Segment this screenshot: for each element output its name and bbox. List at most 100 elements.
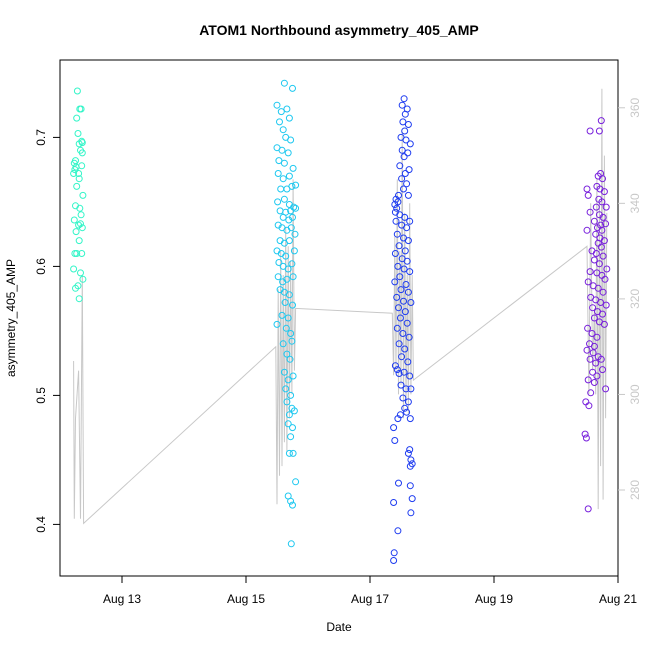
data-point [404, 149, 412, 157]
data-point [590, 217, 598, 225]
data-point [278, 146, 286, 154]
data-point [395, 242, 403, 250]
data-point [402, 385, 410, 393]
data-point [599, 252, 607, 260]
data-point [397, 286, 405, 294]
x-tick-label: Aug 21 [599, 592, 637, 606]
data-point [282, 324, 290, 332]
points-layer [70, 79, 611, 564]
data-point [404, 121, 412, 128]
data-point [72, 228, 80, 236]
data-point [292, 478, 300, 486]
data-point [274, 273, 282, 281]
data-point [584, 376, 592, 384]
data-point [597, 299, 605, 306]
data-point [289, 213, 296, 221]
y2-tick-label: 320 [628, 289, 642, 309]
data-point [287, 391, 295, 399]
data-point [405, 166, 413, 174]
data-point [275, 259, 283, 266]
data-point [75, 237, 83, 245]
data-point [594, 284, 602, 292]
data-point [404, 449, 412, 457]
data-point [394, 415, 402, 423]
data-point [399, 330, 407, 337]
data-point [406, 462, 414, 470]
data-point [280, 159, 288, 167]
data-point [73, 87, 81, 95]
data-point [406, 372, 414, 380]
data-point [400, 368, 408, 376]
data-point [401, 308, 409, 316]
data-point [403, 257, 411, 265]
data-point [289, 372, 297, 380]
data-point [289, 164, 297, 172]
data-point [599, 288, 607, 296]
data-point [277, 108, 285, 116]
data-point [287, 433, 295, 441]
data-point [392, 217, 400, 225]
data-point [77, 269, 84, 277]
data-point [397, 381, 405, 389]
data-point [401, 404, 409, 412]
data-point [400, 265, 408, 273]
data-point [75, 295, 83, 303]
data-point [405, 333, 413, 341]
data-point [79, 275, 87, 283]
data-point [285, 237, 293, 245]
series-4 [581, 117, 611, 513]
data-point [404, 358, 412, 366]
data-point [584, 278, 592, 286]
data-point [289, 424, 296, 432]
data-point [75, 140, 83, 148]
data-point [582, 398, 590, 406]
data-point [281, 299, 289, 306]
x-tick-label: Aug 19 [475, 592, 513, 606]
data-point [391, 250, 399, 257]
data-point [77, 211, 85, 219]
data-point [286, 355, 294, 363]
data-point [282, 252, 290, 260]
data-point [78, 224, 86, 232]
data-point [394, 527, 402, 535]
data-point [595, 127, 603, 135]
data-point [599, 366, 606, 374]
data-point [406, 482, 414, 490]
data-point [590, 314, 598, 322]
data-point [395, 479, 402, 487]
data-point [287, 330, 295, 337]
series-3 [390, 95, 416, 564]
data-point [402, 136, 410, 144]
data-point [292, 181, 300, 189]
data-point [406, 268, 414, 276]
data-point [407, 385, 415, 393]
data-point [590, 379, 598, 386]
secondary-line-layer [73, 88, 608, 525]
data-point [391, 201, 399, 208]
data-point [406, 140, 414, 148]
data-point [72, 284, 79, 292]
data-point [395, 340, 403, 348]
data-point [285, 172, 293, 180]
data-point [273, 101, 281, 109]
data-point [597, 243, 605, 251]
x-axis: Aug 13 Aug 15 Aug 17 Aug 19 Aug 21 [103, 575, 637, 606]
data-point [407, 509, 415, 517]
data-point [279, 213, 287, 221]
data-point [601, 275, 609, 283]
data-point [592, 359, 600, 367]
data-point [390, 549, 398, 557]
data-point [391, 362, 399, 370]
y-axis: 0.4 0.5 0.6 0.7 [34, 129, 61, 533]
data-point [290, 407, 298, 415]
data-point [73, 114, 81, 122]
data-point [280, 79, 288, 87]
data-point [592, 250, 600, 257]
data-point [292, 204, 300, 212]
data-point [395, 370, 403, 377]
secondary-series-line [73, 88, 608, 525]
data-point [289, 84, 296, 92]
data-point [287, 224, 295, 232]
data-point [404, 288, 412, 296]
data-point [404, 191, 412, 199]
